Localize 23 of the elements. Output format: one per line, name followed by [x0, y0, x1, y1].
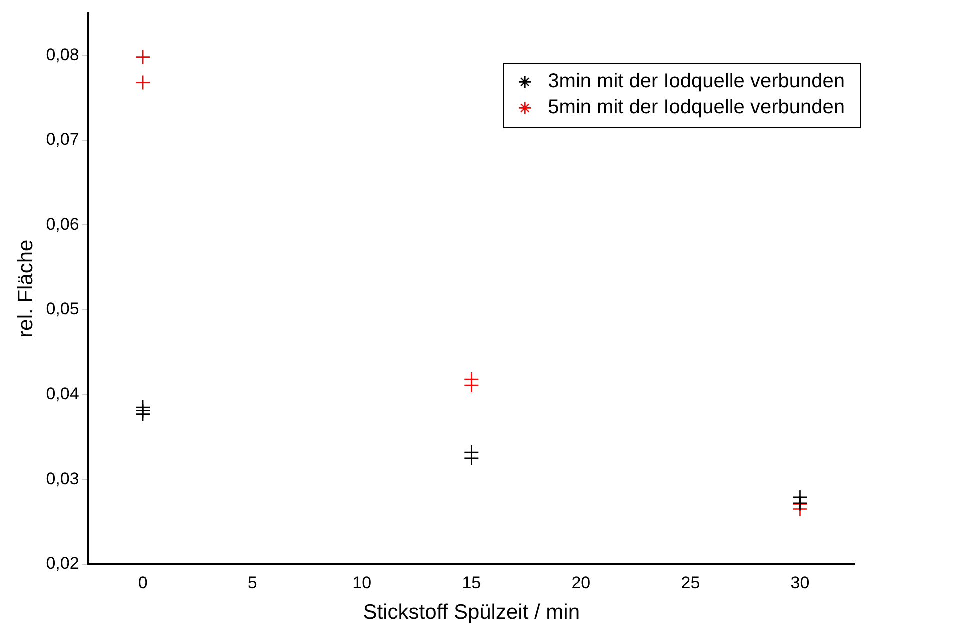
x-tick-label: 20 [572, 573, 591, 592]
x-tick-label: 25 [681, 573, 700, 592]
legend-label: 5min mit der Iodquelle verbunden [548, 96, 846, 119]
y-tick-label: 0,02 [46, 554, 80, 574]
point [464, 450, 480, 466]
x-tick-label: 0 [138, 573, 148, 592]
x-tick-label: 15 [462, 573, 482, 592]
y-tick-label: 0,04 [46, 384, 80, 404]
x-tick-label: 10 [352, 573, 372, 592]
point [464, 378, 480, 394]
x-axis-title: Stickstoff Spülzeit / min [363, 601, 580, 624]
y-axis-title: rel. Fläche [14, 240, 38, 338]
legend-label: 3min mit der Iodquelle verbunden [548, 70, 846, 93]
point [135, 50, 151, 65]
y-tick-label: 0,03 [46, 469, 80, 488]
y-tick-label: 0,08 [46, 45, 80, 64]
x-tick-label: 5 [248, 573, 258, 592]
x-tick-label: 30 [790, 573, 810, 592]
y-tick-label: 0,05 [46, 300, 80, 319]
y-tick-label: 0,07 [46, 130, 80, 150]
point [135, 75, 151, 90]
y-tick-label: 0,06 [46, 214, 80, 234]
point [135, 406, 151, 422]
